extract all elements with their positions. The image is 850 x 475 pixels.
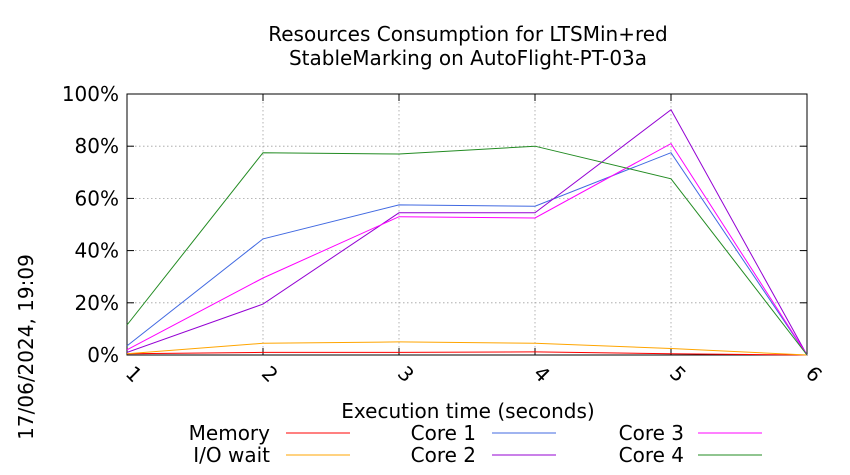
series-line-core-4 [126,145,808,356]
legend-label-core-3: Core 3 [619,421,684,445]
series-lines [126,108,808,356]
timestamp-label: 17/06/2024, 19:09 [14,254,38,440]
legend-label-core-4: Core 4 [619,443,684,467]
series-line-core-3 [126,142,808,356]
series-line-i-o-wait [126,341,808,356]
plot-frame [126,93,808,356]
legend-label-memory: Memory [189,421,271,445]
series-line-core-2 [126,108,808,356]
y-tick-label: 40% [75,239,119,263]
x-tick-label: 2 [257,361,283,387]
y-tick-label: 20% [75,291,119,315]
legend-label-core-2: Core 2 [411,443,476,467]
x-tick-label: 1 [121,361,147,387]
legend-label-i-o-wait: I/O wait [193,443,270,467]
x-tick-label: 3 [393,361,419,387]
y-tick-label: 80% [75,134,119,158]
y-tick-label: 0% [87,343,119,367]
chart-title-line-2: StableMarking on AutoFlight-PT-03a [289,46,647,70]
y-tick-label: 100% [62,82,119,106]
legend-label-core-1: Core 1 [411,421,476,445]
x-axis-label: Execution time (seconds) [341,399,594,423]
chart-title-line-1: Resources Consumption for LTSMin+red [268,22,668,46]
y-axis: 0% 20% 40% 60% 80% 100% [62,82,807,367]
chart-title: Resources Consumption for LTSMin+red Sta… [268,22,668,70]
x-tick-label: 6 [801,361,827,387]
series-line-core-1 [126,152,808,356]
grid [127,94,807,355]
x-tick-label: 4 [529,361,555,387]
y-tick-label: 60% [75,186,119,210]
x-tick-label: 5 [665,361,691,387]
series-line-memory [126,351,808,356]
